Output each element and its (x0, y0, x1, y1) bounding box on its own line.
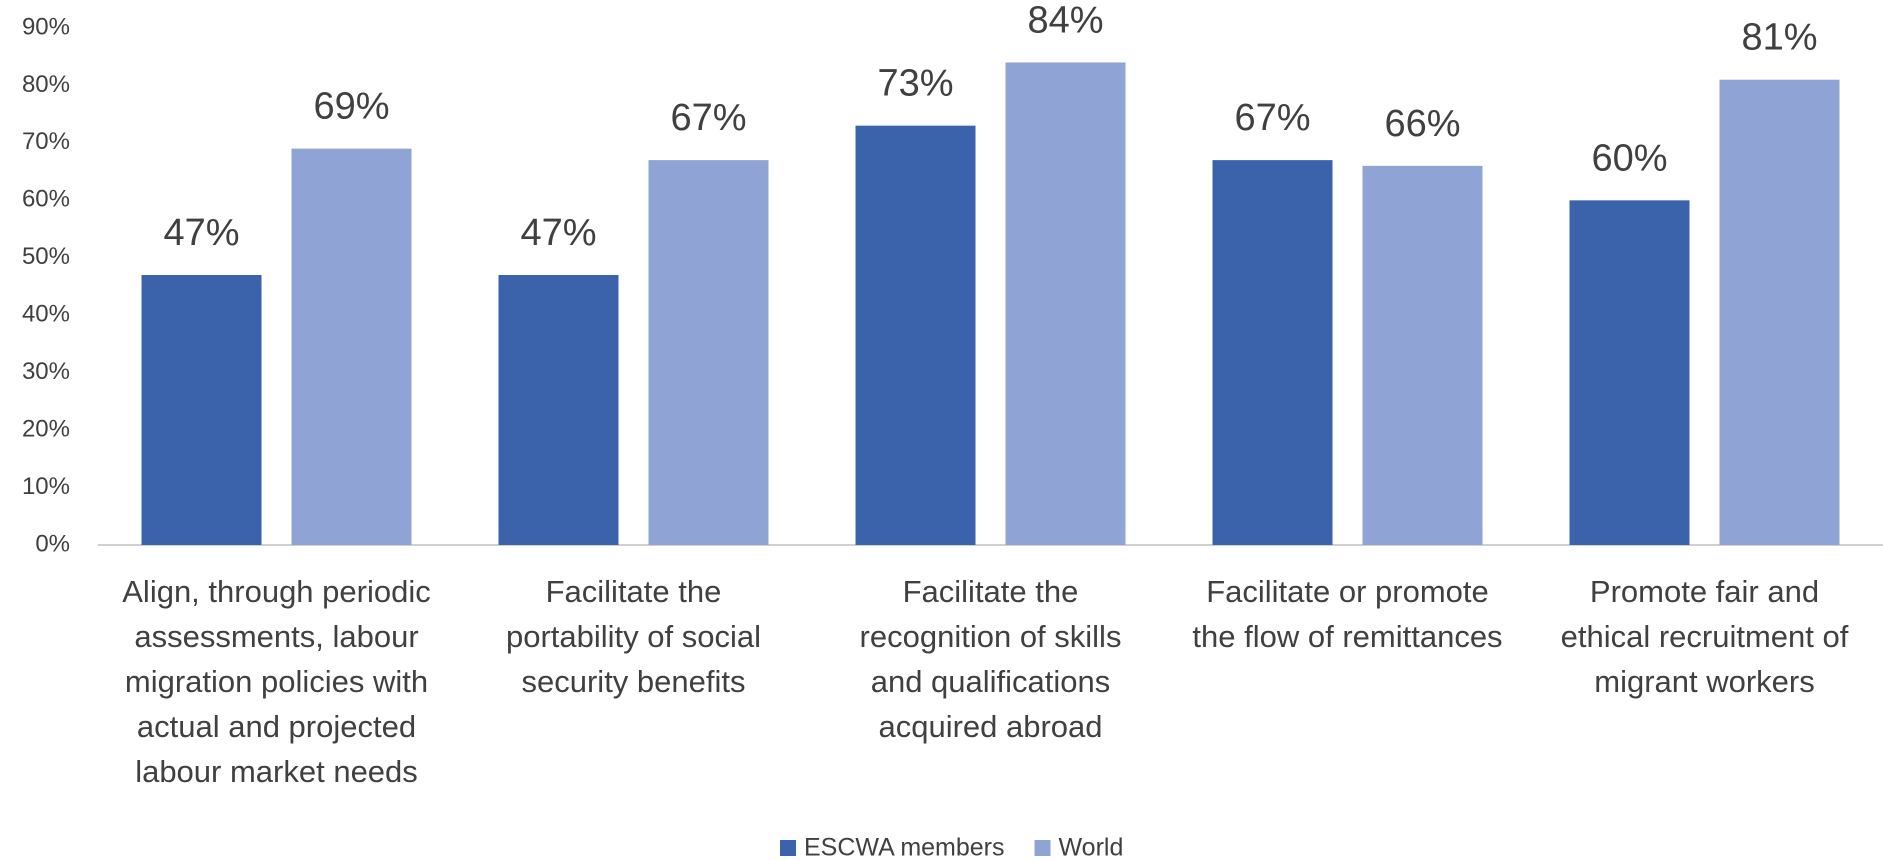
x-tick-label: acquired abroad (878, 709, 1102, 744)
bar (648, 160, 769, 545)
data-label: 69% (313, 86, 389, 128)
data-label: 67% (1234, 97, 1310, 139)
x-tick-label: Facilitate the (546, 574, 722, 609)
y-tick-label: 40% (22, 301, 70, 328)
y-tick-label: 30% (22, 358, 70, 385)
data-label: 67% (670, 97, 746, 139)
x-tick-label: Facilitate the (903, 574, 1079, 609)
bar (1362, 165, 1483, 545)
data-label: 73% (877, 63, 953, 105)
bar (291, 148, 412, 545)
y-tick-label: 60% (22, 186, 70, 213)
x-tick-label: migrant workers (1594, 664, 1815, 699)
x-tick-label: Facilitate or promote (1206, 574, 1489, 609)
y-tick-label: 10% (22, 473, 70, 500)
data-label: 47% (520, 212, 596, 254)
x-tick-label: security benefits (522, 664, 746, 699)
x-tick-label: and qualifications (871, 664, 1111, 699)
data-label: 47% (163, 212, 239, 254)
x-tick-label: migration policies with (125, 664, 428, 699)
y-tick-label: 0% (35, 530, 70, 557)
y-tick-label: 90% (22, 13, 70, 40)
data-label: 84% (1027, 0, 1103, 41)
x-tick-label: Align, through periodic (122, 574, 430, 609)
data-label: 81% (1741, 17, 1817, 59)
data-label: 66% (1384, 103, 1460, 145)
bar (1719, 79, 1840, 545)
x-tick-label: actual and projected (137, 709, 416, 744)
y-tick-label: 20% (22, 415, 70, 442)
y-tick-label: 70% (22, 128, 70, 155)
bar (1569, 200, 1690, 546)
legend-label: ESCWA members (804, 834, 1005, 860)
bar (141, 275, 262, 545)
legend-label: World (1059, 834, 1124, 860)
x-tick-label: labour market needs (135, 754, 418, 789)
bar (1005, 62, 1126, 545)
legend-swatch (1034, 840, 1051, 856)
x-tick-label: ethical recruitment of (1561, 619, 1849, 654)
bar (1212, 160, 1333, 545)
data-label: 60% (1591, 137, 1667, 179)
x-tick-label: assessments, labour (134, 619, 418, 654)
legend-swatch (780, 840, 796, 856)
y-tick-label: 50% (22, 243, 70, 270)
x-tick-label: portability of social (506, 619, 761, 654)
bar (498, 275, 619, 545)
y-tick-label: 80% (22, 71, 70, 98)
x-tick-label: recognition of skills (860, 619, 1122, 654)
x-tick-label: Promote fair and (1590, 574, 1819, 609)
bar (855, 125, 976, 546)
x-tick-label: the flow of remittances (1192, 619, 1502, 654)
